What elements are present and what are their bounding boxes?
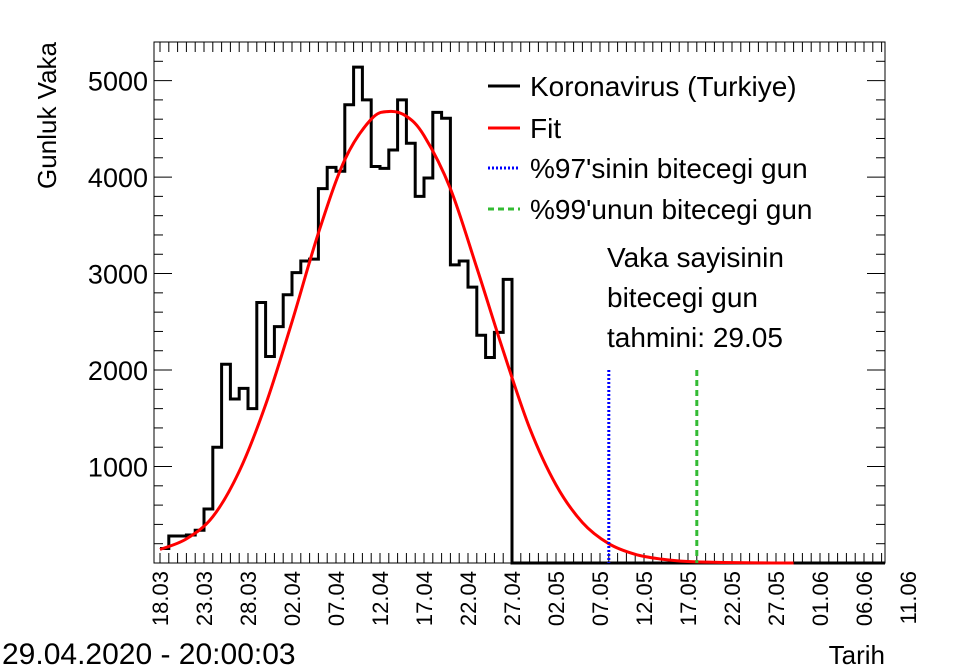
timestamp-footer: 29.04.2020 - 20:00:03 <box>2 638 296 671</box>
x-tick-label: 11.06 <box>896 571 921 624</box>
y-tick-label: 5000 <box>88 67 148 97</box>
fit-curve <box>159 109 794 565</box>
x-tick-label: 02.04 <box>280 571 305 626</box>
x-tick-label: 27.05 <box>764 571 789 626</box>
legend-label-fit: Fit <box>530 113 561 144</box>
x-tick-label: 12.04 <box>368 571 393 626</box>
x-tick-label: 07.05 <box>588 571 613 626</box>
y-tick-label: 1000 <box>88 453 148 483</box>
x-tick-label: 07.04 <box>324 571 349 626</box>
series-layer <box>159 65 885 565</box>
x-tick-label: 01.06 <box>808 571 833 626</box>
data-histogram-line <box>160 65 885 565</box>
x-tick-labels: 18.03 23.03 28.03 02.04 07.04 12.04 17.04 22.04… <box>148 571 921 626</box>
legend-label-99: %99'unun bitecegi gun <box>530 194 812 225</box>
x-tick-label: 06.06 <box>852 571 877 626</box>
annotation-line-2: bitecegi gun <box>607 282 758 313</box>
x-tick-label: 02.05 <box>544 571 569 626</box>
x-tick-label: 22.04 <box>456 571 481 626</box>
y-tick-label: 4000 <box>88 163 148 193</box>
x-tick-label: 28.03 <box>236 571 261 626</box>
x-tick-label: 27.04 <box>500 571 525 626</box>
x-tick-label: 17.04 <box>412 571 437 626</box>
y-tick-label: 2000 <box>88 356 148 386</box>
x-tick-label: 23.03 <box>192 571 217 626</box>
y-tick-labels: 1000 2000 3000 4000 5000 <box>88 67 148 483</box>
x-tick-label: 22.05 <box>720 571 745 626</box>
axis-ticks <box>154 42 885 563</box>
x-tick-label: 18.03 <box>148 571 173 626</box>
annotation-line-3: tahmini: 29.05 <box>607 322 783 353</box>
legend-label-97: %97'sinin bitecegi gun <box>530 153 808 184</box>
y-tick-label: 3000 <box>88 260 148 290</box>
legend-label-data: Koronavirus (Turkiye) <box>530 71 797 102</box>
x-tick-label: 17.05 <box>676 571 701 626</box>
annotation-line-1: Vaka sayisinin <box>607 242 784 273</box>
x-axis-label: Tarih <box>829 640 885 670</box>
legend: Koronavirus (Turkiye) Fit %97'sinin bite… <box>488 71 812 225</box>
prediction-annotation: Vaka sayisinin bitecegi gun tahmini: 29.… <box>607 242 784 353</box>
x-tick-label: 12.05 <box>632 571 657 626</box>
y-axis-label: Gunluk Vaka <box>32 41 62 188</box>
